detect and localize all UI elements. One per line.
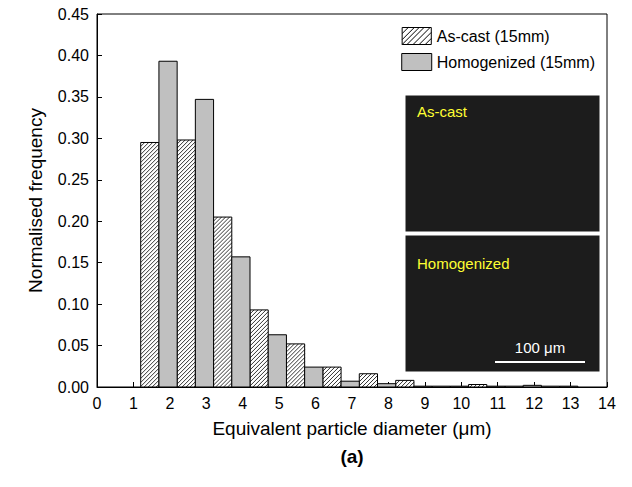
svg-text:1: 1: [129, 395, 138, 412]
svg-text:2: 2: [165, 395, 174, 412]
svg-text:Normalised frequency: Normalised frequency: [25, 108, 46, 293]
svg-text:3: 3: [202, 395, 211, 412]
svg-text:5: 5: [275, 395, 284, 412]
svg-text:12: 12: [525, 395, 543, 412]
svg-text:0: 0: [93, 395, 102, 412]
svg-text:0.00: 0.00: [58, 379, 89, 396]
svg-text:Homogenized (15mm): Homogenized (15mm): [437, 54, 595, 71]
svg-text:0.25: 0.25: [58, 171, 89, 188]
svg-text:100 μm: 100 μm: [515, 339, 565, 356]
svg-text:Equivalent particle diameter (: Equivalent particle diameter (μm): [212, 418, 491, 439]
svg-text:As-cast: As-cast: [417, 103, 468, 120]
svg-text:0.45: 0.45: [58, 6, 89, 23]
svg-text:13: 13: [562, 395, 580, 412]
svg-text:Homogenized: Homogenized: [417, 255, 510, 272]
svg-text:9: 9: [420, 395, 429, 412]
svg-text:8: 8: [384, 395, 393, 412]
svg-text:(a): (a): [340, 446, 363, 467]
svg-text:14: 14: [598, 395, 616, 412]
svg-text:0.30: 0.30: [58, 130, 89, 147]
svg-text:0.10: 0.10: [58, 296, 89, 313]
svg-text:0.35: 0.35: [58, 88, 89, 105]
svg-text:As-cast (15mm): As-cast (15mm): [437, 28, 550, 45]
svg-text:0.15: 0.15: [58, 254, 89, 271]
svg-text:6: 6: [311, 395, 320, 412]
svg-text:0.20: 0.20: [58, 213, 89, 230]
svg-text:4: 4: [238, 395, 247, 412]
svg-text:7: 7: [348, 395, 357, 412]
svg-text:10: 10: [452, 395, 470, 412]
svg-text:0.05: 0.05: [58, 337, 89, 354]
svg-text:0.40: 0.40: [58, 47, 89, 64]
svg-text:11: 11: [489, 395, 506, 412]
